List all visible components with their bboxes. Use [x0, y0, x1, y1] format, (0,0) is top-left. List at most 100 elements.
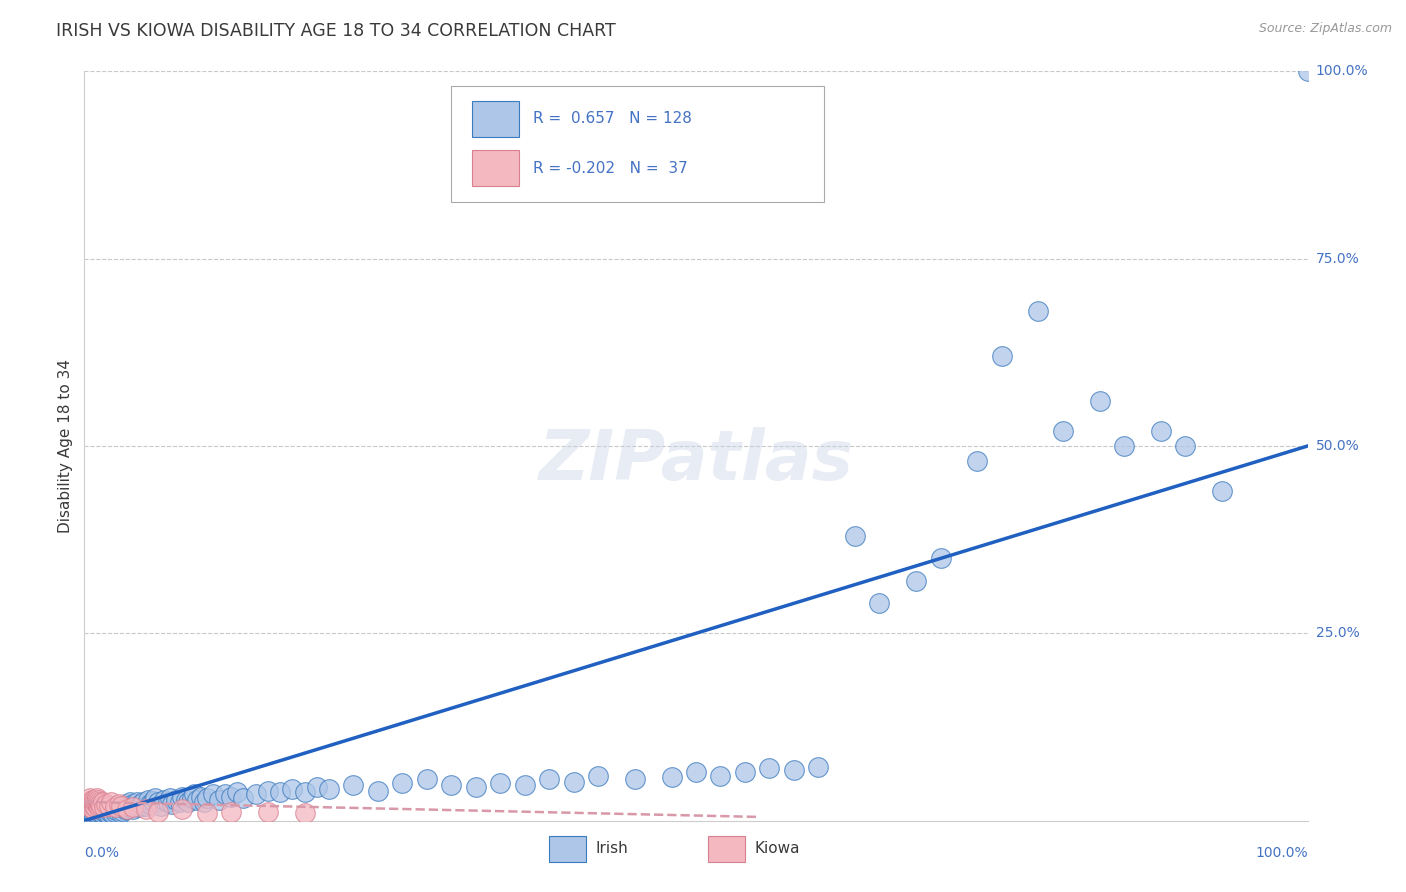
Point: [107, 797, 129, 812]
Point: [142, 794, 165, 808]
Point: [105, 803, 128, 817]
Bar: [472, 150, 519, 186]
Point: [135, 802, 157, 816]
Point: [367, 783, 389, 797]
Point: [100, 795, 122, 809]
Point: [110, 798, 132, 813]
Point: [87, 800, 110, 814]
Point: [96, 797, 118, 812]
Point: [79, 809, 101, 823]
Point: [193, 795, 215, 809]
Text: Kiowa: Kiowa: [755, 841, 800, 855]
Point: [1174, 439, 1197, 453]
Point: [869, 596, 891, 610]
Point: [115, 797, 138, 812]
Point: [80, 808, 103, 822]
Point: [86, 791, 108, 805]
Point: [87, 792, 110, 806]
Point: [195, 806, 218, 821]
Point: [82, 806, 104, 821]
Point: [91, 802, 114, 816]
Point: [190, 789, 212, 804]
Point: [89, 797, 111, 812]
Point: [186, 792, 208, 806]
Point: [734, 764, 756, 779]
Point: [966, 454, 988, 468]
Point: [110, 800, 132, 814]
Point: [214, 788, 236, 802]
Point: [98, 805, 121, 820]
Text: IRISH VS KIOWA DISABILITY AGE 18 TO 34 CORRELATION CHART: IRISH VS KIOWA DISABILITY AGE 18 TO 34 C…: [56, 22, 616, 40]
Point: [77, 810, 100, 824]
Text: Irish: Irish: [596, 841, 628, 855]
Point: [90, 800, 112, 814]
Point: [129, 797, 152, 812]
Point: [538, 772, 561, 787]
Point: [107, 802, 129, 816]
Point: [181, 791, 204, 805]
Y-axis label: Disability Age 18 to 34: Disability Age 18 to 34: [58, 359, 73, 533]
Point: [87, 798, 110, 813]
Point: [159, 791, 181, 805]
Text: R = -0.202   N =  37: R = -0.202 N = 37: [533, 161, 688, 176]
Bar: [472, 101, 519, 136]
Point: [79, 800, 101, 814]
Point: [122, 800, 145, 814]
Text: R =  0.657   N = 128: R = 0.657 N = 128: [533, 112, 692, 126]
Point: [114, 802, 136, 816]
Point: [111, 804, 134, 818]
Point: [91, 795, 114, 809]
Point: [83, 802, 105, 816]
Point: [135, 798, 157, 813]
Point: [122, 802, 145, 816]
Point: [77, 798, 100, 813]
Point: [183, 788, 205, 802]
Point: [758, 761, 780, 775]
Point: [94, 804, 117, 818]
Text: 0.0%: 0.0%: [84, 846, 120, 860]
Point: [77, 807, 100, 822]
Point: [136, 792, 159, 806]
Point: [103, 802, 125, 816]
Point: [416, 772, 439, 787]
Point: [83, 807, 105, 822]
Point: [105, 798, 128, 813]
Point: [232, 791, 254, 805]
Point: [342, 778, 364, 792]
Point: [624, 772, 647, 787]
Text: 25.0%: 25.0%: [1316, 626, 1360, 640]
Point: [87, 805, 110, 820]
Point: [226, 785, 249, 799]
Point: [139, 797, 162, 812]
Point: [87, 795, 110, 809]
Point: [1088, 394, 1111, 409]
Point: [844, 529, 866, 543]
Point: [464, 780, 486, 794]
Point: [143, 791, 166, 805]
Point: [93, 800, 115, 814]
Point: [172, 789, 194, 804]
Point: [1028, 304, 1050, 318]
Point: [86, 800, 108, 814]
Point: [93, 800, 115, 814]
Point: [294, 806, 316, 821]
Point: [172, 802, 194, 816]
Point: [84, 806, 107, 821]
Point: [305, 780, 328, 794]
Point: [122, 797, 145, 812]
Point: [156, 795, 179, 809]
Point: [97, 802, 120, 816]
Point: [128, 800, 150, 814]
Point: [174, 792, 197, 806]
Point: [97, 798, 120, 813]
Point: [1211, 483, 1233, 498]
Point: [685, 764, 707, 779]
Point: [513, 778, 536, 792]
Point: [125, 798, 148, 813]
Point: [84, 800, 107, 814]
Point: [97, 807, 120, 822]
Point: [146, 795, 169, 809]
Point: [90, 805, 112, 819]
Point: [150, 798, 173, 813]
Text: 100.0%: 100.0%: [1316, 64, 1368, 78]
